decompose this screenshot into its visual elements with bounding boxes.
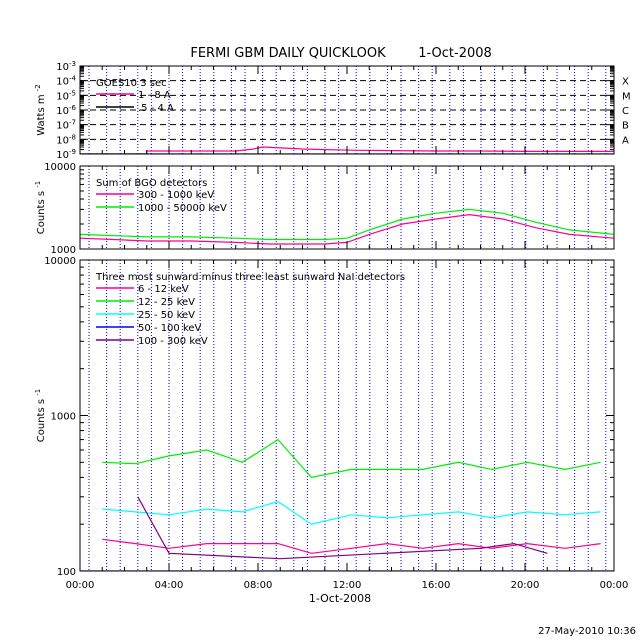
y-tick-label: 10-8 — [56, 133, 76, 146]
x-tick-label: 16:00 — [422, 580, 451, 591]
y-tick-label: 10-5 — [56, 89, 76, 102]
y-tick-label: 10000 — [44, 256, 76, 267]
x-tick-label: 20:00 — [511, 580, 540, 591]
y-tick-label: 10-9 — [56, 148, 76, 161]
series-line — [137, 496, 548, 560]
legend-label: .5 - 4 A — [138, 103, 174, 114]
y-tick-label: 10-3 — [56, 60, 76, 73]
legend-label: 12 - 25 keV — [138, 297, 195, 308]
legend-label: 100 - 300 keV — [138, 336, 208, 347]
chart-title: FERMI GBM DAILY QUICKLOOK — [190, 46, 386, 61]
series-group — [80, 208, 614, 245]
series-line — [80, 213, 614, 245]
legend-title: GOES10 3 sec — [96, 78, 167, 89]
orbit-markers — [88, 166, 607, 249]
y-tick-label: 10000 — [44, 162, 76, 173]
legend-title: Three most sunward minus three least sun… — [95, 272, 405, 283]
y-tick-label: 10-4 — [56, 75, 76, 88]
nai-panel: 10000 1000 100 Counts s -1 00:00 04:00 08:00 12… — [34, 256, 628, 591]
legend-label: 1000 - 50000 keV — [138, 203, 227, 214]
flare-class-label: C — [622, 106, 629, 117]
y-axis-label: Watts m -2 — [34, 84, 47, 136]
x-axis-label: 1-Oct-2008 — [309, 592, 371, 605]
y-tick-label: 1000 — [51, 412, 76, 423]
legend-title: Sum of BGO detectors — [96, 178, 207, 189]
x-tick-label: 12:00 — [333, 580, 362, 591]
legend-label: 1 - 8 A — [138, 90, 171, 101]
y-axis-label: Counts s -1 — [34, 181, 47, 234]
orbit-markers — [88, 260, 607, 571]
y-tick-label: 1000 — [51, 245, 76, 256]
x-tick-label: 04:00 — [155, 580, 184, 591]
flare-class-label: B — [622, 121, 629, 132]
chart-title-date: 1-Oct-2008 — [418, 46, 492, 61]
series-line — [80, 208, 614, 241]
y-tick-label: 10-7 — [56, 119, 76, 132]
legend-label: 50 - 100 keV — [138, 323, 202, 334]
x-tick-label: 00:00 — [66, 580, 95, 591]
y-tick-label: 10-6 — [56, 104, 76, 117]
flare-class-label: M — [622, 91, 631, 102]
series-line — [102, 438, 601, 479]
series-line — [102, 500, 601, 525]
legend-label: 6 - 12 keV — [138, 284, 189, 295]
footer-timestamp: 27-May-2010 10:36 — [538, 626, 636, 637]
series-group — [80, 438, 614, 571]
series-line — [102, 538, 601, 554]
x-tick-label: 00:00 — [600, 580, 629, 591]
y-tick-label: 100 — [57, 567, 76, 578]
legend-label: 300 - 1000 keV — [138, 190, 214, 201]
legend-label: 25 - 50 keV — [138, 310, 195, 321]
bgo-panel: 10000 1000 Counts s -1 Sum of BGO detectors… — [34, 162, 615, 256]
flare-class-label: X — [622, 77, 629, 88]
y-axis-label: Counts s -1 — [34, 389, 47, 442]
flare-class-label: A — [622, 135, 629, 146]
x-tick-label: 08:00 — [244, 580, 273, 591]
